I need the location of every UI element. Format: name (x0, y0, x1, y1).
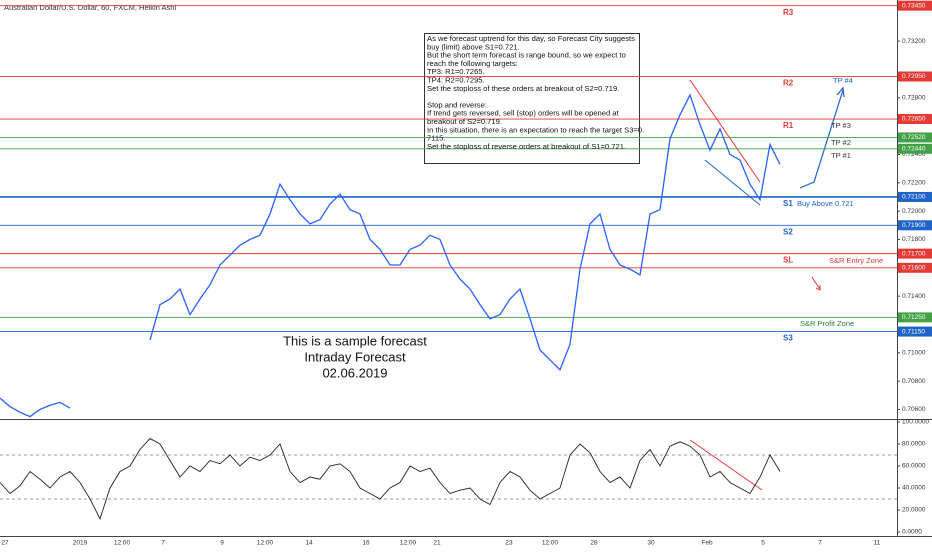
y-tick-label: 0.72200 (902, 180, 926, 187)
level-axis-box (898, 71, 932, 82)
level-axis-label: 0.71700 (902, 250, 926, 257)
y-tick-label: 0.70800 (902, 378, 926, 385)
level-axis-label: 0.72950 (902, 73, 926, 80)
note-text: 7115. (427, 134, 445, 143)
level-axis-box (898, 220, 932, 231)
osc-tick-label: 40.0000 (902, 485, 926, 492)
y-tick-label: 0.71400 (902, 293, 926, 300)
x-tick-label: 12:00 (114, 540, 131, 547)
note-box (424, 33, 640, 164)
osc-tick-label: 0.0000 (902, 529, 922, 536)
note-text: Stop and reverse: (427, 100, 487, 109)
level-axis-label: 0.71250 (902, 314, 926, 321)
level-axis-box (898, 132, 932, 143)
x-tick-label: Feb (701, 540, 713, 547)
x-tick-label: 7 (818, 540, 822, 547)
x-tick-label: 2019 (73, 540, 88, 547)
x-tick-label: 27 (1, 540, 9, 547)
y-tick-label: 0.72400 (902, 151, 926, 158)
osc-tick-label: 100.0000 (902, 419, 929, 426)
center-text: 02.06.2019 (322, 365, 387, 380)
down-arrow (811, 276, 821, 290)
x-tick-label: 12:00 (400, 540, 417, 547)
level-name: R1 (783, 121, 794, 130)
x-tick-label: 23 (505, 540, 513, 547)
y-tick-label: 0.70600 (902, 406, 926, 413)
level-axis-label: 0.72650 (902, 116, 926, 123)
note-text: But the short term forecast is range bou… (427, 51, 626, 60)
annotation: S&R Entry Zone (829, 256, 883, 265)
annotation: S&R Profit Zone (800, 319, 854, 328)
note-text: breakout of S2=0.719. (427, 117, 502, 126)
y-tick-label: 0.71800 (902, 236, 926, 243)
osc-tick-label: 60.0000 (902, 463, 926, 470)
y-tick-label: 0.72000 (902, 208, 926, 215)
level-axis-label: 0.71600 (902, 265, 926, 272)
trend-line (689, 79, 761, 183)
level-axis-box (898, 262, 932, 273)
level-axis-box (898, 0, 932, 11)
annotation: Buy Above 0.721 (797, 199, 854, 208)
level-axis-label: 0.72100 (902, 194, 926, 201)
note-text: Set the stoploss of these orders at brea… (427, 84, 619, 93)
forecast-arrow (799, 89, 844, 189)
level-name: R3 (783, 8, 794, 17)
note-text: TP3: R1=0.7265. (427, 67, 485, 76)
osc-tick-label: 80.0000 (902, 441, 926, 448)
level-axis-label: 0.72520 (902, 134, 926, 141)
x-tick-label: 16 (362, 540, 370, 547)
level-axis-box (898, 248, 932, 259)
level-axis-box (898, 312, 932, 323)
level-name: R2 (783, 79, 794, 88)
x-tick-label: 12:00 (257, 540, 274, 547)
note-text: As we forecast uptrend for this day, so … (427, 34, 635, 43)
level-name: SL (783, 256, 793, 265)
level-axis-label: 0.71150 (902, 328, 925, 335)
annotation: TP #2 (831, 138, 851, 147)
x-tick-label: 11 (874, 540, 881, 547)
price-line (0, 93, 781, 418)
level-axis-box (898, 191, 932, 202)
level-name: S1 (783, 199, 793, 208)
note-text: reach the following targets: (427, 59, 518, 68)
note-text: Set the stoploss of reverse orders at br… (427, 142, 626, 151)
y-tick-label: 0.72800 (902, 94, 926, 101)
level-axis-label: 0.73450 (902, 2, 926, 9)
note-text: TP4: R2=0.7295. (427, 76, 485, 85)
arrow-head (815, 285, 821, 291)
center-text: Intraday Forecast (304, 349, 406, 364)
x-tick-label: 7 (161, 540, 165, 547)
oscillator-trend-line (689, 439, 763, 491)
x-tick-label: 28 (590, 540, 598, 547)
level-name: S2 (783, 227, 793, 236)
chart-title: Australian Dollar/U.S. Dollar, 60, FXCM,… (4, 3, 176, 12)
annotation: TP #1 (831, 151, 851, 160)
y-tick-label: 0.71000 (902, 350, 926, 357)
oscillator-line (0, 437, 781, 520)
level-axis-box (898, 114, 932, 125)
level-axis-box (898, 326, 932, 337)
level-axis-box (898, 143, 932, 154)
x-tick-label: 14 (305, 540, 313, 547)
level-axis-label: 0.72440 (902, 145, 926, 152)
x-tick-label: 9 (220, 540, 224, 547)
note-text: If trend gets reversed, sell (stop) orde… (427, 109, 620, 118)
note-text: buy (limit) above S1=0.721. (427, 42, 520, 51)
center-text: This is a sample forecast (283, 333, 427, 348)
arrow-head (836, 86, 845, 98)
y-tick-label: 0.73200 (902, 38, 926, 45)
annotation: TP #4 (833, 76, 853, 85)
x-tick-label: 5 (761, 540, 765, 547)
osc-tick-label: 20.0000 (902, 507, 926, 514)
annotation: TP #3 (831, 121, 851, 130)
x-tick-label: 12:00 (542, 540, 559, 547)
note-text: In this situation, there is an expectati… (427, 125, 644, 134)
level-axis-label: 0.71900 (902, 222, 926, 229)
x-tick-label: 21 (433, 540, 441, 547)
x-tick-label: 30 (647, 540, 655, 547)
level-name: S3 (783, 334, 793, 343)
